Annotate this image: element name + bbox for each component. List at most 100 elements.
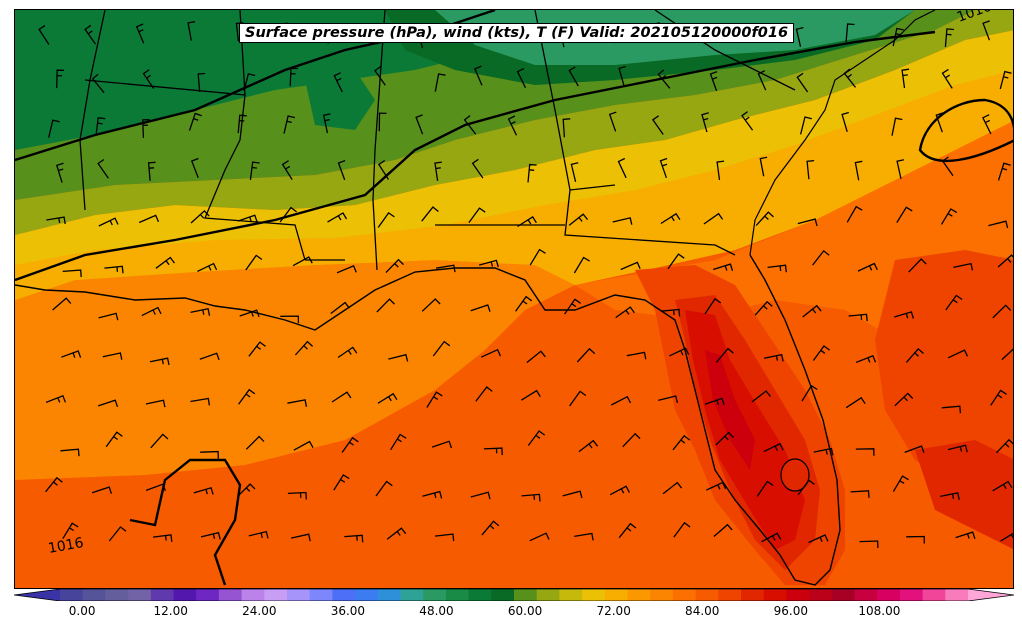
wind-barb bbox=[422, 490, 443, 499]
colorbar-segment bbox=[718, 589, 742, 601]
wind-barb bbox=[330, 301, 350, 315]
wind-barb bbox=[294, 340, 314, 356]
wind-barb bbox=[374, 65, 386, 86]
isobar-contours bbox=[15, 10, 1013, 586]
colorbar-extend-min bbox=[14, 589, 60, 601]
wind-barb bbox=[850, 490, 870, 498]
wind-barb bbox=[845, 23, 855, 42]
wind-barb bbox=[293, 440, 314, 451]
colorbar-segment bbox=[831, 589, 855, 601]
wind-barb bbox=[795, 26, 804, 47]
wind-barb bbox=[432, 340, 451, 357]
wind-barb bbox=[245, 435, 265, 450]
colorbar-tick-label: 108.00 bbox=[858, 604, 901, 618]
wind-barb bbox=[799, 116, 812, 135]
wind-barb bbox=[715, 347, 734, 363]
wind-barb bbox=[199, 352, 220, 361]
wind-barb bbox=[470, 491, 491, 500]
colorbar-segment bbox=[922, 589, 946, 601]
wind-barb bbox=[609, 485, 630, 496]
colorbar-segment bbox=[241, 589, 265, 601]
wind-barb bbox=[706, 481, 727, 491]
wind-barb bbox=[801, 384, 818, 402]
wind-barb bbox=[999, 70, 1012, 90]
wind-barb bbox=[947, 349, 969, 359]
wind-barb bbox=[1000, 532, 1013, 542]
wind-barb bbox=[941, 68, 953, 89]
lake-okeechobee bbox=[780, 458, 810, 492]
colorbar-segment bbox=[105, 589, 129, 601]
wind-barb bbox=[618, 65, 626, 86]
colorbar-segment bbox=[786, 589, 810, 601]
wind-barb bbox=[62, 269, 82, 278]
wind-barb bbox=[280, 315, 300, 324]
wind-barb bbox=[626, 351, 647, 360]
wind-barb bbox=[336, 265, 357, 274]
wind-barb bbox=[281, 160, 293, 181]
colorbar-segment bbox=[128, 589, 152, 601]
wind-barb bbox=[378, 112, 387, 132]
wind-barb bbox=[188, 112, 203, 131]
wind-barb bbox=[197, 262, 218, 272]
colorbar-segment bbox=[400, 589, 424, 601]
wind-barb bbox=[135, 23, 145, 44]
wind-barb bbox=[279, 206, 297, 223]
wind-barb bbox=[667, 253, 685, 270]
wind-barb bbox=[992, 480, 1013, 492]
wind-barb bbox=[292, 256, 313, 267]
wind-barb bbox=[190, 308, 211, 316]
wind-barb bbox=[576, 347, 596, 363]
wind-barb bbox=[249, 161, 260, 181]
wind-barb bbox=[289, 67, 299, 87]
wind-barb bbox=[896, 159, 905, 180]
colorbar-segment bbox=[264, 589, 288, 601]
colorbar-segment bbox=[559, 589, 583, 601]
wind-barb bbox=[573, 256, 590, 274]
wind-barb bbox=[802, 304, 822, 318]
wind-barb bbox=[105, 431, 123, 448]
wind-barb bbox=[618, 522, 637, 539]
wind-barb bbox=[200, 531, 221, 540]
wind-barb bbox=[475, 386, 493, 402]
wind-barb bbox=[904, 445, 925, 454]
wind-barb bbox=[45, 476, 63, 493]
wind-barb bbox=[713, 263, 734, 271]
colorbar-segment bbox=[196, 589, 220, 601]
wind-barb bbox=[471, 158, 484, 179]
map-title: Surface pressure (hPa), wind (kts), T (F… bbox=[239, 23, 795, 43]
colorbar-segment bbox=[877, 589, 901, 601]
wind-barb bbox=[990, 389, 1007, 406]
colorbar-segment bbox=[627, 589, 651, 601]
wind-barb bbox=[200, 450, 219, 459]
wind-barb bbox=[940, 208, 958, 225]
wind-barb bbox=[767, 264, 787, 273]
wind-barb bbox=[892, 475, 909, 492]
wind-barb bbox=[813, 447, 834, 456]
wind-barb bbox=[190, 157, 199, 179]
colorbar-segment bbox=[582, 589, 606, 601]
wind-barb bbox=[193, 486, 214, 495]
wind-barb bbox=[248, 530, 269, 539]
wind-barb bbox=[894, 392, 914, 407]
wind-barb bbox=[236, 483, 256, 498]
colorbar-segment bbox=[377, 589, 401, 601]
wind-barb bbox=[759, 156, 768, 177]
colorbar-segment bbox=[514, 589, 538, 601]
wind-barb bbox=[239, 309, 260, 318]
colorbar-tick-label: 24.00 bbox=[242, 604, 277, 618]
wind-barb bbox=[574, 532, 594, 541]
colorbar-segment bbox=[650, 589, 674, 601]
wind-barb bbox=[377, 392, 398, 404]
wind-barb bbox=[527, 430, 546, 446]
wind-barb bbox=[941, 405, 962, 414]
colorbar-tick-label: 36.00 bbox=[330, 604, 366, 618]
wind-barb bbox=[701, 112, 709, 133]
wind-barb bbox=[796, 72, 809, 93]
wind-barb bbox=[1001, 348, 1013, 361]
wind-barb bbox=[526, 350, 546, 364]
wind-barb bbox=[327, 212, 348, 223]
wind-barb bbox=[322, 113, 331, 134]
colorbar-tick-label: 96.00 bbox=[773, 604, 809, 618]
wind-barb bbox=[662, 481, 683, 495]
wind-barb bbox=[468, 207, 486, 223]
